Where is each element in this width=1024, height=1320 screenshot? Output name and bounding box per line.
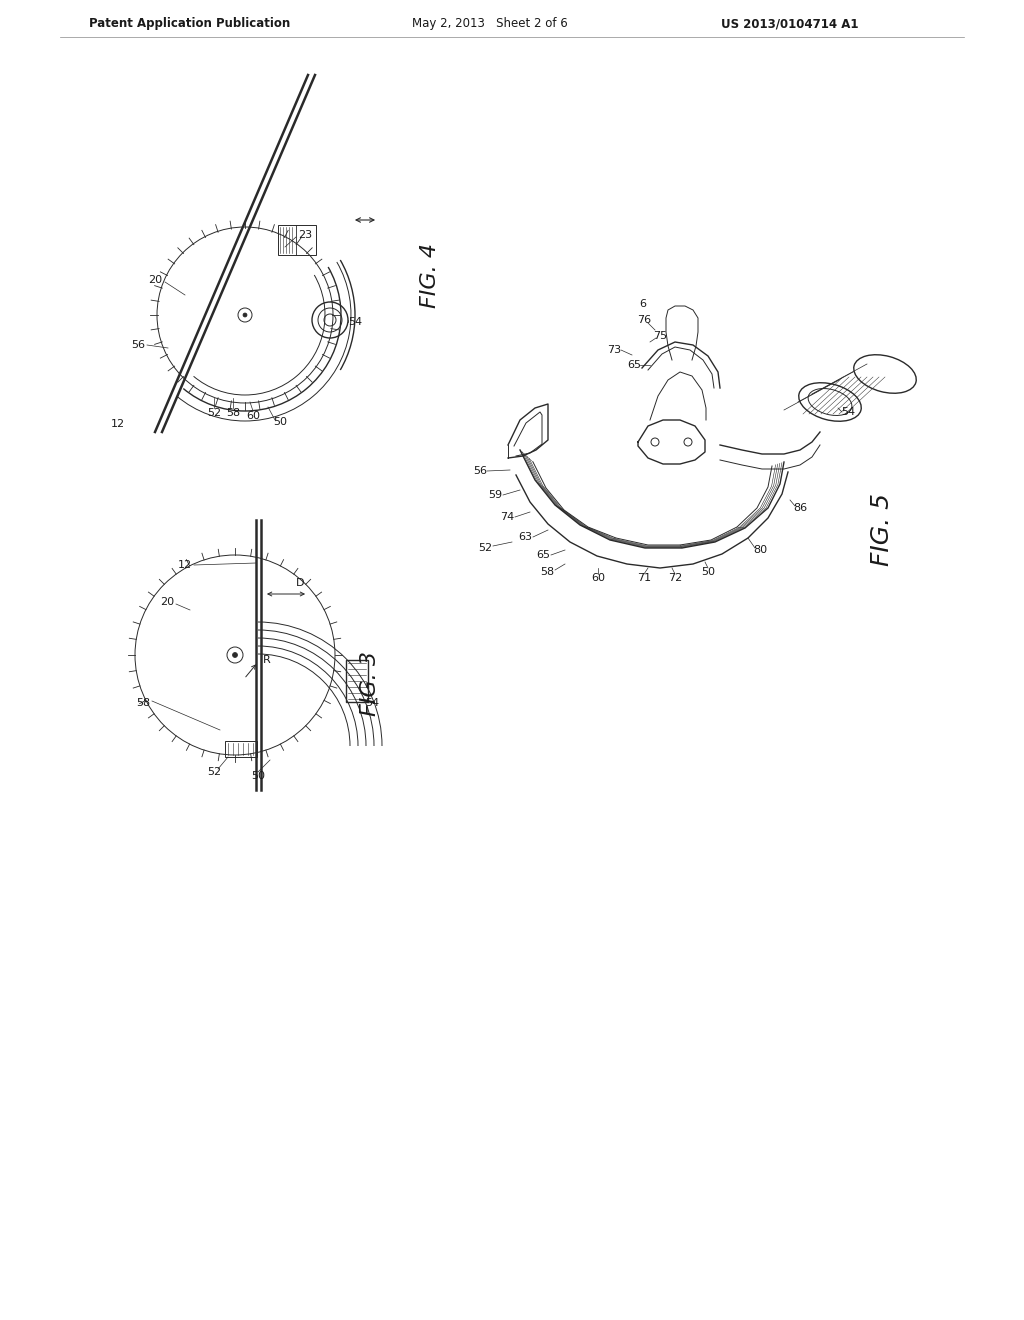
- Text: 58: 58: [136, 698, 151, 708]
- Text: 74: 74: [500, 512, 514, 521]
- Text: 6: 6: [640, 300, 646, 309]
- Text: 54: 54: [348, 317, 362, 327]
- Text: May 2, 2013   Sheet 2 of 6: May 2, 2013 Sheet 2 of 6: [412, 17, 568, 30]
- Text: 76: 76: [637, 315, 651, 325]
- Text: R: R: [263, 655, 271, 665]
- Text: FIG. 4: FIG. 4: [420, 243, 440, 308]
- Text: 65: 65: [536, 550, 550, 560]
- Text: Patent Application Publication: Patent Application Publication: [89, 17, 291, 30]
- Text: 60: 60: [246, 411, 260, 421]
- Text: 80: 80: [753, 545, 767, 554]
- Text: 23: 23: [298, 230, 312, 240]
- Text: 50: 50: [701, 568, 715, 577]
- Text: 86: 86: [793, 503, 807, 513]
- Text: 60: 60: [591, 573, 605, 583]
- Text: 73: 73: [607, 345, 622, 355]
- Text: 52: 52: [207, 408, 221, 418]
- Text: US 2013/0104714 A1: US 2013/0104714 A1: [721, 17, 859, 30]
- Text: 71: 71: [637, 573, 651, 583]
- Text: 20: 20: [147, 275, 162, 285]
- Circle shape: [243, 313, 247, 317]
- Text: 52: 52: [207, 767, 221, 777]
- Text: 50: 50: [251, 771, 265, 781]
- Text: 54: 54: [841, 407, 855, 417]
- Text: 12: 12: [178, 560, 193, 570]
- Bar: [278, 224, 316, 255]
- Text: D: D: [296, 578, 304, 587]
- Text: 50: 50: [273, 417, 287, 426]
- Text: FIG. 5: FIG. 5: [870, 494, 894, 566]
- Text: FIG. 3: FIG. 3: [360, 651, 380, 715]
- Bar: [346, 660, 368, 702]
- Text: 65: 65: [627, 360, 641, 370]
- Text: 59: 59: [488, 490, 502, 500]
- Bar: [225, 741, 257, 756]
- Text: 12: 12: [111, 418, 125, 429]
- Text: 75: 75: [653, 331, 667, 341]
- Text: 58: 58: [540, 568, 554, 577]
- Text: 56: 56: [473, 466, 487, 477]
- Text: 52: 52: [478, 543, 493, 553]
- Text: 20: 20: [160, 597, 174, 607]
- Text: 63: 63: [518, 532, 532, 543]
- Text: 58: 58: [226, 408, 240, 418]
- Text: 72: 72: [668, 573, 682, 583]
- Text: 56: 56: [131, 341, 145, 350]
- Circle shape: [232, 652, 238, 657]
- Text: 54: 54: [365, 698, 379, 708]
